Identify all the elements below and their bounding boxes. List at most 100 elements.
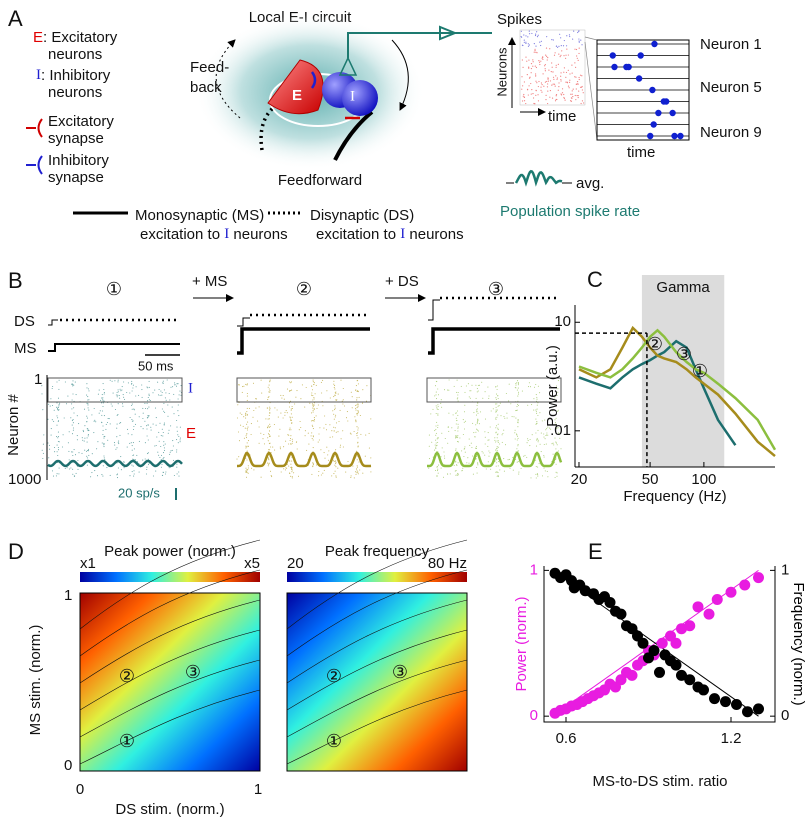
raster-dot: [455, 436, 458, 438]
raster-dot: [115, 394, 117, 396]
raster-dot: [102, 398, 104, 400]
spike-dot: [575, 76, 577, 78]
raster-dot: [315, 464, 318, 466]
spike-dot: [540, 40, 542, 42]
raster-dot: [102, 433, 104, 436]
raster-dot: [162, 458, 164, 460]
raster-dot: [101, 414, 103, 416]
inh-synapse-icon: [26, 155, 43, 175]
ms-trace: [48, 343, 180, 352]
raster-dot: [551, 395, 553, 397]
raster-dot: [163, 441, 165, 443]
raster-dot: [488, 395, 490, 397]
raster-dot: [289, 427, 291, 429]
raster-dot: [146, 468, 148, 471]
raster-dot: [97, 441, 99, 443]
i-cell-label: I: [350, 88, 355, 104]
raster-dot: [147, 439, 149, 441]
raster-dot: [339, 446, 341, 448]
raster-dot: [147, 400, 149, 402]
spike-dot: [557, 89, 559, 91]
series-line: [578, 325, 776, 458]
raster-dot: [270, 446, 272, 448]
raster-dot: [160, 454, 163, 456]
raster-dot: [475, 445, 477, 447]
raster-dot: [246, 407, 248, 409]
raster-dot: [513, 416, 515, 418]
raster-dot: [313, 404, 315, 406]
raster-dot: [246, 399, 248, 401]
raster-dot: [133, 470, 135, 472]
raster-dot: [147, 408, 149, 410]
spike-dot: [544, 63, 546, 66]
raster-dot: [101, 394, 103, 396]
raster-dot: [253, 469, 255, 471]
spike-dot: [528, 67, 530, 69]
raster-dot: [435, 394, 437, 396]
spike-dot: [549, 80, 552, 82]
spike-dot: [530, 67, 533, 70]
raster-dot: [159, 422, 161, 424]
map-marker: ①: [326, 731, 342, 752]
ms-trace: [237, 327, 370, 355]
raster-dot: [310, 412, 313, 414]
raster-dot: [313, 382, 315, 384]
raster-dot: [457, 427, 459, 429]
raster-dot: [247, 421, 249, 423]
spike-dot: [557, 46, 559, 49]
raster-dot: [72, 454, 74, 457]
raster-dot: [101, 421, 103, 423]
raster-dot: [156, 436, 158, 438]
raster-dot: [325, 429, 328, 431]
point: [753, 703, 764, 715]
raster-dot: [49, 405, 51, 407]
raster-dot: [168, 429, 170, 431]
raster-dot: [173, 413, 175, 415]
raster-dot: [557, 410, 559, 412]
raster-dot: [269, 407, 271, 410]
raster-dot: [269, 426, 271, 428]
raster-dot: [517, 419, 519, 421]
raster-dot: [291, 460, 293, 462]
raster-dot: [496, 416, 498, 418]
raster-dot: [489, 426, 491, 428]
raster-dot: [246, 446, 248, 448]
raster-dot: [357, 473, 359, 475]
raster-dot: [59, 402, 61, 404]
raster-dot: [538, 463, 540, 465]
raster-dot: [517, 384, 519, 386]
raster-dot: [464, 420, 467, 422]
raster-dot: [176, 439, 178, 441]
raster-dot: [436, 438, 438, 440]
raster-dot: [505, 392, 507, 395]
raster-dot: [144, 458, 146, 460]
raster-dot: [510, 403, 512, 405]
raster-dot: [504, 444, 507, 446]
raster-dot: [316, 407, 318, 410]
raster-dot: [477, 464, 479, 466]
raster-dot: [311, 394, 313, 396]
raster-dot: [463, 411, 466, 413]
raster-dot: [178, 394, 180, 396]
raster-dot: [290, 443, 292, 445]
spike-dot: [531, 88, 533, 91]
spike-dot: [535, 66, 538, 69]
raster-dot: [72, 380, 74, 382]
map-title: Peak frequency: [325, 543, 430, 560]
raster-dot: [280, 412, 282, 414]
raster-dot: [290, 463, 292, 465]
raster-dot: [101, 402, 103, 404]
raster-dot: [120, 456, 122, 458]
raster-dot: [313, 418, 316, 420]
raster-dot: [357, 412, 359, 414]
spike-dot: [571, 93, 573, 95]
raster-dot: [291, 476, 293, 478]
raster-dot: [133, 448, 135, 450]
raster-dot: [245, 471, 247, 474]
raster-dot: [457, 400, 459, 402]
raster-dot: [313, 384, 315, 386]
raster-dot: [359, 469, 361, 471]
raster-dot: [448, 379, 450, 381]
raster-dot: [524, 454, 526, 456]
raster-dot: [552, 442, 554, 444]
